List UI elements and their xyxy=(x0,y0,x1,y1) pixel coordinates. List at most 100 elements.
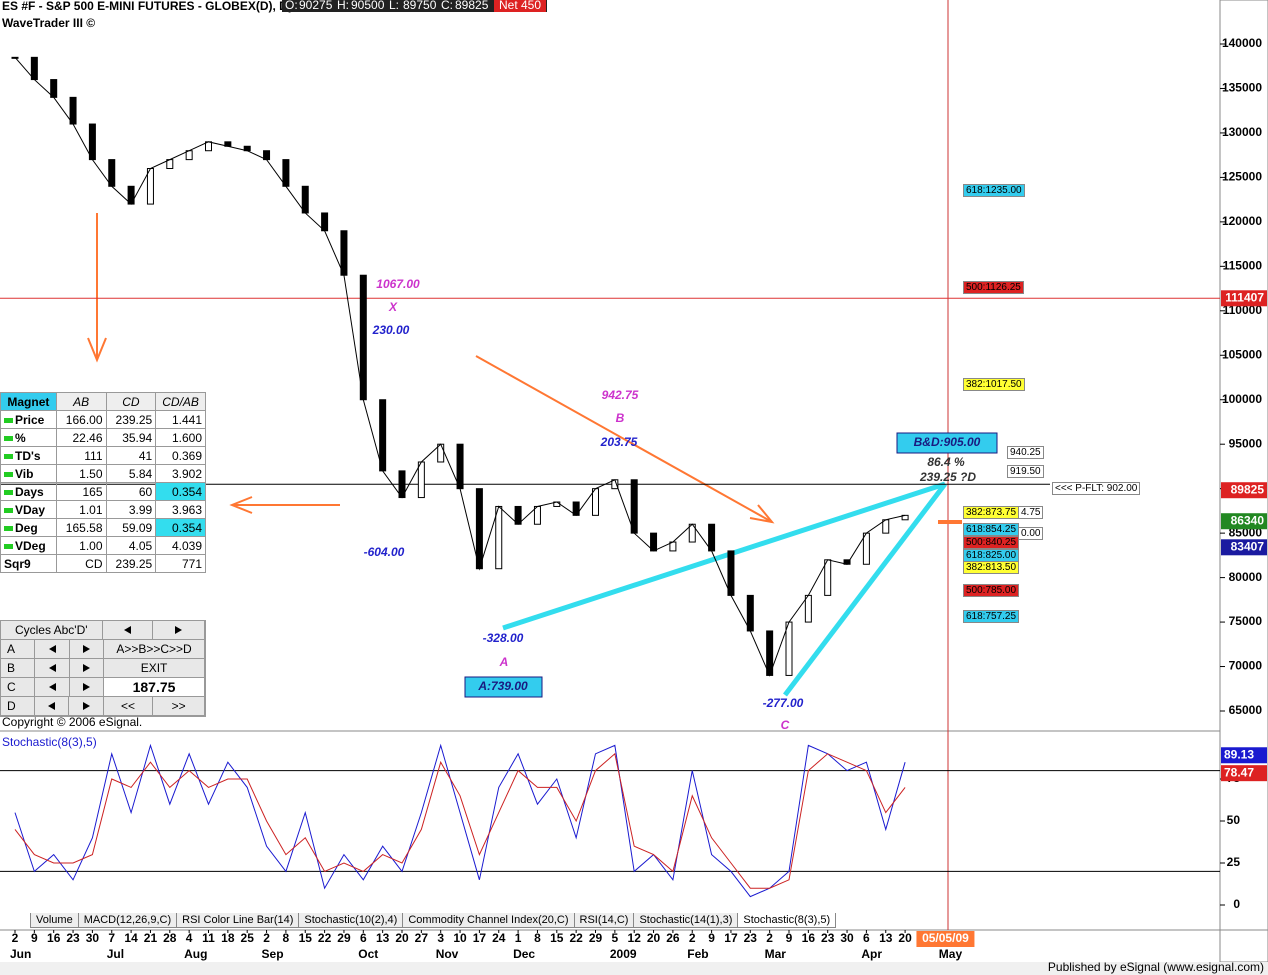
tab[interactable]: RSI Color Line Bar(14) xyxy=(176,913,300,928)
button[interactable] xyxy=(35,697,70,715)
month-label: Aug xyxy=(184,947,207,961)
candle xyxy=(727,550,735,596)
button[interactable] xyxy=(102,621,153,639)
ohlc-value: 89825 xyxy=(455,0,489,12)
cell: 1.600 xyxy=(155,428,206,447)
cell-text: 0.354 xyxy=(171,484,202,499)
stoch-tag xyxy=(1221,747,1267,764)
x-tick-label: 9 xyxy=(708,931,715,945)
tab[interactable]: Stochastic(10(2),4) xyxy=(298,913,404,928)
arrow-icon xyxy=(82,645,90,653)
cycles-row: C 187.75 xyxy=(1,678,205,697)
x-tick-label: 15 xyxy=(550,931,564,945)
status-bar xyxy=(0,962,1268,975)
x-tick-label: 22 xyxy=(318,931,332,945)
y-tick-label: 70000 xyxy=(1229,659,1263,673)
month-label: Mar xyxy=(765,947,787,961)
tab[interactable]: Commodity Channel Index(20,C) xyxy=(402,913,575,928)
fib-label: 618:757.25 xyxy=(963,610,1020,623)
tab[interactable]: Volume xyxy=(30,913,79,928)
x-tick-label: 20 xyxy=(395,931,409,945)
cell-text: Vib xyxy=(15,466,34,481)
cell: Price xyxy=(0,410,57,429)
indicator xyxy=(4,435,13,441)
cell: 1.50 xyxy=(55,464,107,483)
annotation: 1067.00 xyxy=(376,277,420,291)
button[interactable] xyxy=(35,659,70,677)
footer: Published by eSignal (www.esignal.com) xyxy=(1048,960,1264,974)
month-label: Sep xyxy=(262,947,284,961)
header-cell: Magnet xyxy=(0,392,57,411)
ohlc-value: 89750 xyxy=(403,0,437,12)
table-row: % 22.46 35.94 1.600 xyxy=(0,428,206,447)
annotation: 239.25 ?D xyxy=(919,470,976,484)
x-tick-label: 24 xyxy=(492,931,506,945)
candle xyxy=(533,505,541,525)
arrow-head xyxy=(229,496,253,514)
button[interactable]: EXIT xyxy=(104,659,205,677)
fib-label: <<< P-FLT: 902.00 xyxy=(1052,482,1141,495)
cell-text: Price xyxy=(15,412,45,427)
button[interactable] xyxy=(69,697,104,715)
tab[interactable]: RSI(14,C) xyxy=(573,913,635,928)
cell: 60 xyxy=(105,482,157,501)
button[interactable]: << xyxy=(103,697,154,715)
y-tick-label: 105000 xyxy=(1222,347,1262,361)
button[interactable] xyxy=(69,678,105,696)
x-tick-label: 1 xyxy=(515,931,522,945)
price-tag xyxy=(1221,482,1267,499)
row-label: B xyxy=(1,659,36,677)
fib-label: 382:873.75 xyxy=(963,506,1020,519)
y-tick-label: 75000 xyxy=(1229,614,1263,628)
candle xyxy=(708,523,716,552)
candle xyxy=(824,559,832,596)
y-tick-label: 50 xyxy=(1227,813,1241,827)
cell: 3.902 xyxy=(155,464,206,483)
button[interactable] xyxy=(35,640,70,658)
button[interactable]: >> xyxy=(153,697,205,715)
candle xyxy=(417,461,425,499)
indicator xyxy=(4,507,13,513)
annotation: B&D:905.00 xyxy=(914,435,981,449)
button[interactable] xyxy=(69,659,105,677)
candle xyxy=(50,79,58,98)
cell: 771 xyxy=(155,554,206,573)
cell-text: Days xyxy=(15,484,44,499)
price-tag xyxy=(1221,513,1267,530)
tab[interactable]: Stochastic(14(1),3) xyxy=(633,913,739,928)
button[interactable] xyxy=(152,621,205,639)
price-tag-label: 89825 xyxy=(1231,482,1265,496)
annotation: -604.00 xyxy=(364,545,405,559)
fib-label: 0.00 xyxy=(1018,527,1044,540)
cell-text: % xyxy=(15,430,26,445)
row-label: C xyxy=(1,678,36,696)
annotation: X xyxy=(388,300,398,314)
header-cell: CD/AB xyxy=(155,392,206,411)
stoch-line xyxy=(14,752,906,889)
button[interactable]: A>>B>>C>>D xyxy=(104,640,205,658)
cursor-date: 05/05/09 xyxy=(922,931,969,945)
cell: 22.46 xyxy=(55,428,107,447)
annotation: B xyxy=(616,411,625,425)
x-tick-label: 7 xyxy=(108,931,115,945)
arrow-icon xyxy=(82,664,90,672)
cycles-row: A A>>B>>C>>D xyxy=(1,640,205,659)
label-box xyxy=(464,676,543,698)
candle xyxy=(127,185,135,205)
cell: 0.354 xyxy=(155,518,206,537)
cell-text: VDeg xyxy=(15,538,46,553)
button[interactable] xyxy=(35,678,70,696)
tab[interactable]: Stochastic(8(3),5) xyxy=(737,913,837,928)
tab[interactable]: MACD(12,26,9,C) xyxy=(77,913,178,928)
indicator xyxy=(4,543,13,549)
x-tick-label: 10 xyxy=(453,931,467,945)
button[interactable] xyxy=(69,640,105,658)
month-label: Apr xyxy=(861,947,882,961)
stoch-tag-label: 78.47 xyxy=(1224,765,1254,779)
table-row: TD's 111 41 0.369 xyxy=(0,446,206,465)
cell-text: 166.00 xyxy=(65,412,103,427)
cell: 165.58 xyxy=(55,518,107,537)
month-label: Dec xyxy=(513,947,535,961)
x-tick-label: 9 xyxy=(786,931,793,945)
candle xyxy=(379,399,387,472)
